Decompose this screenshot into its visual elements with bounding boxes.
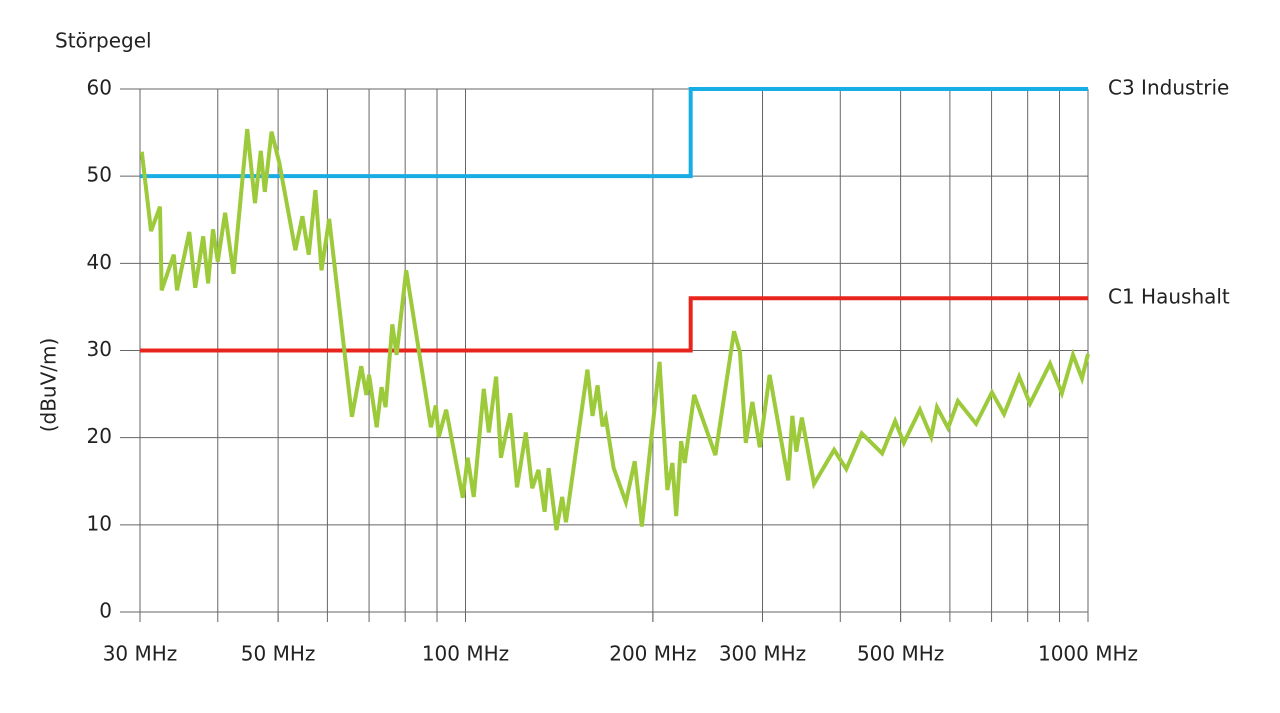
y-tick-label: 20 [87,424,112,448]
y-tick-label: 10 [87,511,112,535]
series-label: C3 Industrie [1108,76,1229,100]
y-tick-label: 0 [99,599,112,623]
series-line [140,296,1088,353]
y-axis-unit: (dBuV/m) [37,338,61,433]
x-tick-label: 100 MHz [422,642,509,666]
series-label: C1 Haushalt [1108,285,1230,309]
y-tick-label: 40 [87,250,112,274]
x-tick-label: 300 MHz [719,642,806,666]
x-tick-label: 30 MHz [103,642,178,666]
x-tick-label: 50 MHz [241,642,316,666]
x-tick-label: 200 MHz [609,642,696,666]
x-tick-label: 1000 MHz [1038,642,1138,666]
y-axis-title: Störpegel [55,29,152,53]
y-tick-label: 60 [87,76,112,100]
x-tick-label: 500 MHz [857,642,944,666]
series-line [139,128,1090,531]
y-tick-label: 30 [87,337,112,361]
series-line [140,87,1088,179]
y-tick-label: 50 [87,163,112,187]
